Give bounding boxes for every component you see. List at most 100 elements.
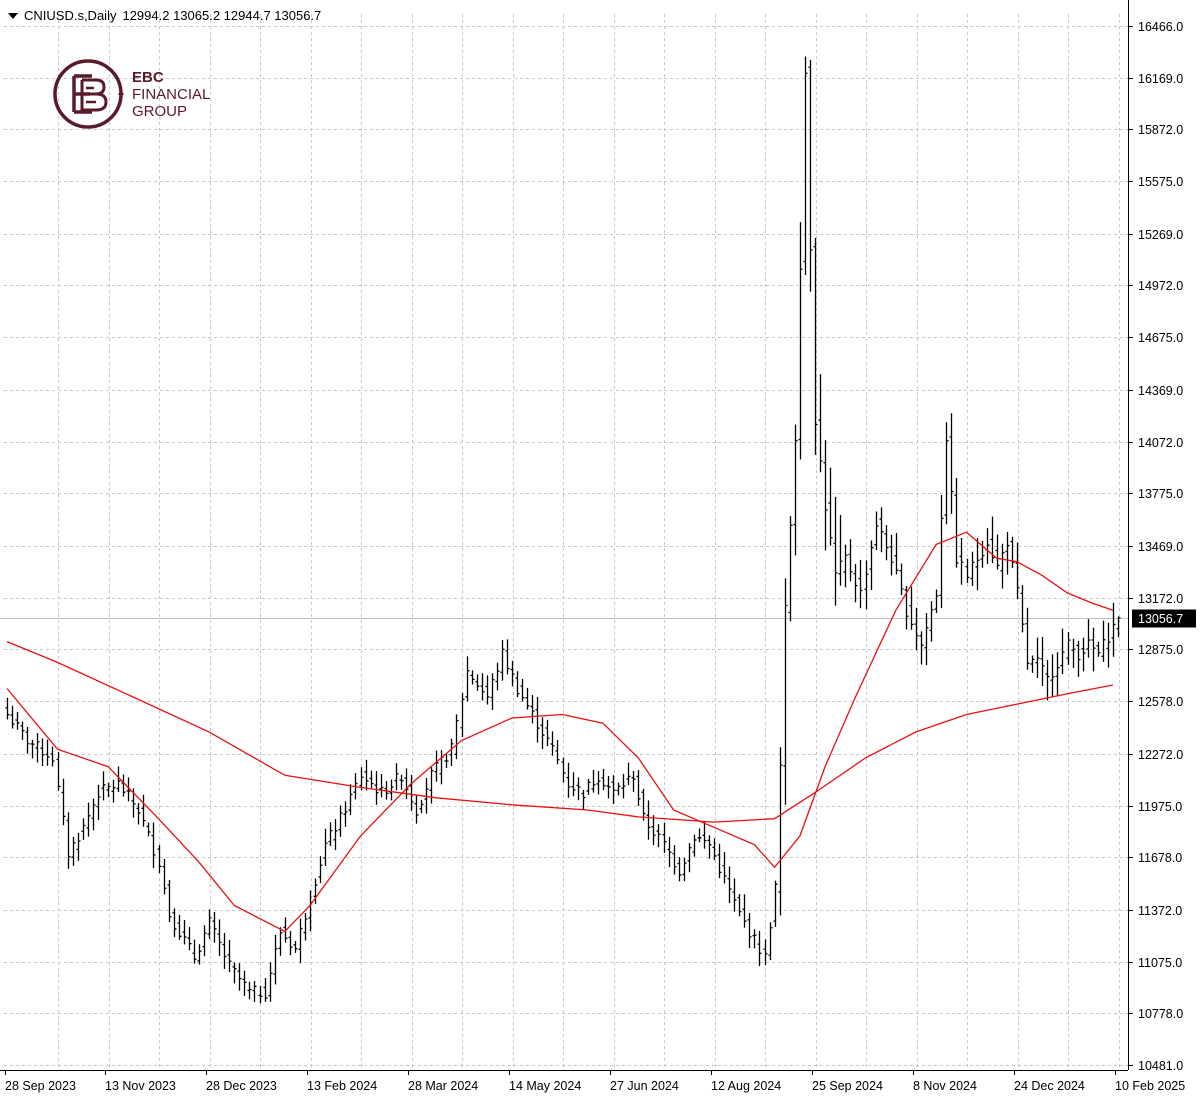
ohlc-bar <box>707 835 712 859</box>
ohlc-bar <box>965 558 970 584</box>
ohlc-bar <box>768 922 773 961</box>
grid-lines <box>4 14 1128 1070</box>
ohlc-bars <box>5 56 1121 1004</box>
ohlc-bar <box>975 538 980 591</box>
ohlc-bar <box>1035 637 1040 678</box>
ohlc-bar <box>313 878 318 904</box>
y-tick-label: 12875.0 <box>1138 643 1183 657</box>
ohlc-bar <box>631 770 636 792</box>
ohlc-bar <box>833 496 838 606</box>
ohlc-bar <box>141 794 146 827</box>
ohlc-bar <box>217 919 222 957</box>
ohlc-bar <box>146 822 151 837</box>
ohlc-bar <box>192 939 197 964</box>
ohlc-bar <box>419 799 424 814</box>
y-tick-label: 10778.0 <box>1138 1007 1183 1021</box>
y-tick-label: 12578.0 <box>1138 695 1183 709</box>
ebc-logo-icon <box>53 59 124 129</box>
x-tick-label: 25 Sep 2024 <box>812 1079 883 1093</box>
ohlc-bar <box>899 563 904 595</box>
logo-text: EBC FINANCIAL GROUP <box>132 69 210 120</box>
ohlc-bar <box>449 738 454 767</box>
ohlc-bar <box>1005 531 1010 575</box>
moving-average-fast-line <box>6 531 1114 933</box>
ohlc-bar <box>333 819 338 851</box>
ohlc-bar <box>838 514 843 586</box>
ohlc-bar <box>237 963 242 991</box>
ohlc-bar <box>293 941 298 953</box>
ohlc-bar <box>561 757 566 783</box>
symbol-label: CNIUSD.s,Daily <box>24 8 117 23</box>
ohlc-bar <box>601 768 606 791</box>
ohlc-bar <box>656 824 661 848</box>
chart-header[interactable]: CNIUSD.s,Daily 12994.2 13065.2 12944.7 1… <box>8 8 321 23</box>
ohlc-bar <box>348 784 353 816</box>
ohlc-bar <box>752 929 757 949</box>
y-tick-label: 15872.0 <box>1138 123 1183 137</box>
ohlc-bar <box>177 914 182 940</box>
ohlc-bar <box>116 766 121 793</box>
logo-line-2: FINANCIAL <box>132 85 211 103</box>
ohlc-bar <box>687 843 692 873</box>
ohlc-bar <box>692 834 697 857</box>
logo-line-3: GROUP <box>132 102 188 120</box>
ohlc-bar <box>379 774 384 798</box>
ohlc-bar <box>45 739 50 766</box>
y-tick-label: 16169.0 <box>1138 72 1183 86</box>
ohlc-bar <box>1010 536 1015 568</box>
ohlc-bar <box>500 640 505 681</box>
ohlc-bar <box>581 789 586 810</box>
ohlc-bar <box>803 56 808 275</box>
ohlc-bar <box>15 711 20 730</box>
ohlc-bar <box>1091 627 1096 672</box>
ebc-logo: EBC FINANCIAL GROUP <box>52 58 210 130</box>
x-tick-label: 13 Nov 2023 <box>105 1079 176 1093</box>
ohlc-bar <box>712 838 717 861</box>
y-axis-labels: 16466.0 16169.0 15872.0 15575.0 15269.0 14972… <box>1138 20 1183 1073</box>
ohlc-bar <box>853 563 858 603</box>
y-tick-label: 11372.0 <box>1138 904 1182 918</box>
ohlc-bar <box>667 836 672 868</box>
ohlc-bar <box>818 374 823 473</box>
ohlc-bar <box>722 852 727 884</box>
x-tick-label: 28 Sep 2023 <box>5 1079 76 1093</box>
x-tick-label: 27 Jun 2024 <box>610 1079 679 1093</box>
ohlc-bar <box>651 815 656 846</box>
ohlc-bar <box>106 782 111 798</box>
ohlc-bar <box>273 934 278 985</box>
ohlc-values: 12994.2 13065.2 12944.7 13056.7 <box>122 8 322 23</box>
ohlc-bar <box>101 771 106 801</box>
ohlc-bar <box>596 771 601 795</box>
ohlc-bar <box>1106 622 1111 668</box>
ohlc-bar <box>369 770 374 789</box>
ohlc-bar <box>717 843 722 879</box>
ohlc-bar <box>167 880 172 922</box>
ohlc-bar <box>535 696 540 743</box>
y-tick-label: 15269.0 <box>1138 228 1183 242</box>
x-tick-label: 12 Aug 2024 <box>711 1079 781 1093</box>
ohlc-bar <box>298 918 303 964</box>
ohlc-bar <box>747 913 752 949</box>
ohlc-bar <box>434 750 439 782</box>
ohlc-bar <box>1030 655 1035 673</box>
ohlc-bar <box>364 759 369 791</box>
ohlc-bar <box>778 747 783 916</box>
y-tick-label: 13775.0 <box>1138 487 1183 501</box>
ohlc-bar <box>268 962 273 1002</box>
ohlc-bar <box>939 495 944 608</box>
ohlc-bar <box>672 845 677 875</box>
ohlc-bar <box>121 774 126 797</box>
dropdown-triangle-icon[interactable] <box>8 12 18 19</box>
ohlc-bar <box>394 763 399 791</box>
ohlc-bar <box>1116 616 1121 638</box>
moving-averages <box>6 531 1114 933</box>
ohlc-bar <box>91 798 96 831</box>
ohlc-bar <box>793 424 798 556</box>
ohlc-bar <box>470 670 475 685</box>
ohlc-bar <box>742 894 747 928</box>
ohlc-bar <box>1060 628 1065 674</box>
ohlc-bar <box>50 746 55 767</box>
ohlc-bar <box>439 750 444 785</box>
ohlc-bar <box>404 768 409 800</box>
ohlc-bar <box>949 413 954 514</box>
